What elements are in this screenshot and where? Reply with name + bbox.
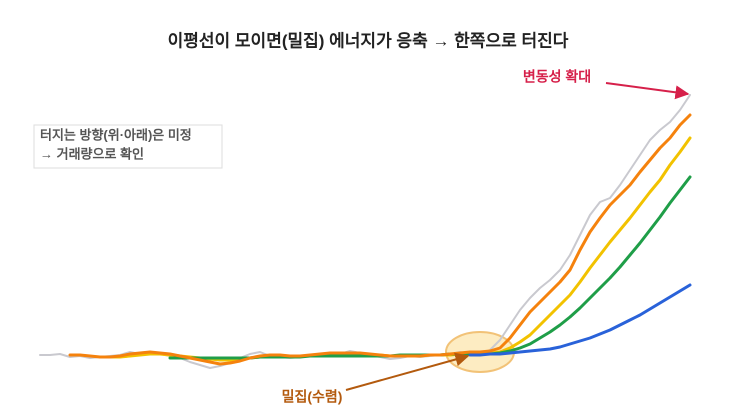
chart-title: 이평선이 모이면(밀집) 에너지가 응축 → 한쪽으로 터진다 — [168, 30, 569, 50]
series-line — [98, 136, 692, 362]
note-line: 터지는 방향(위·아래)은 미정 — [40, 127, 192, 142]
squeeze-label: 밀집(수렴) — [282, 389, 343, 405]
series-line — [68, 113, 692, 366]
squeeze-arrow — [345, 352, 470, 391]
series-line — [468, 283, 692, 357]
note-box — [33, 124, 223, 169]
volatility-label: 변동성 확대 — [523, 69, 591, 85]
note-line: → 거래량으로 확인 — [40, 146, 144, 161]
volatility-arrow — [605, 82, 690, 100]
